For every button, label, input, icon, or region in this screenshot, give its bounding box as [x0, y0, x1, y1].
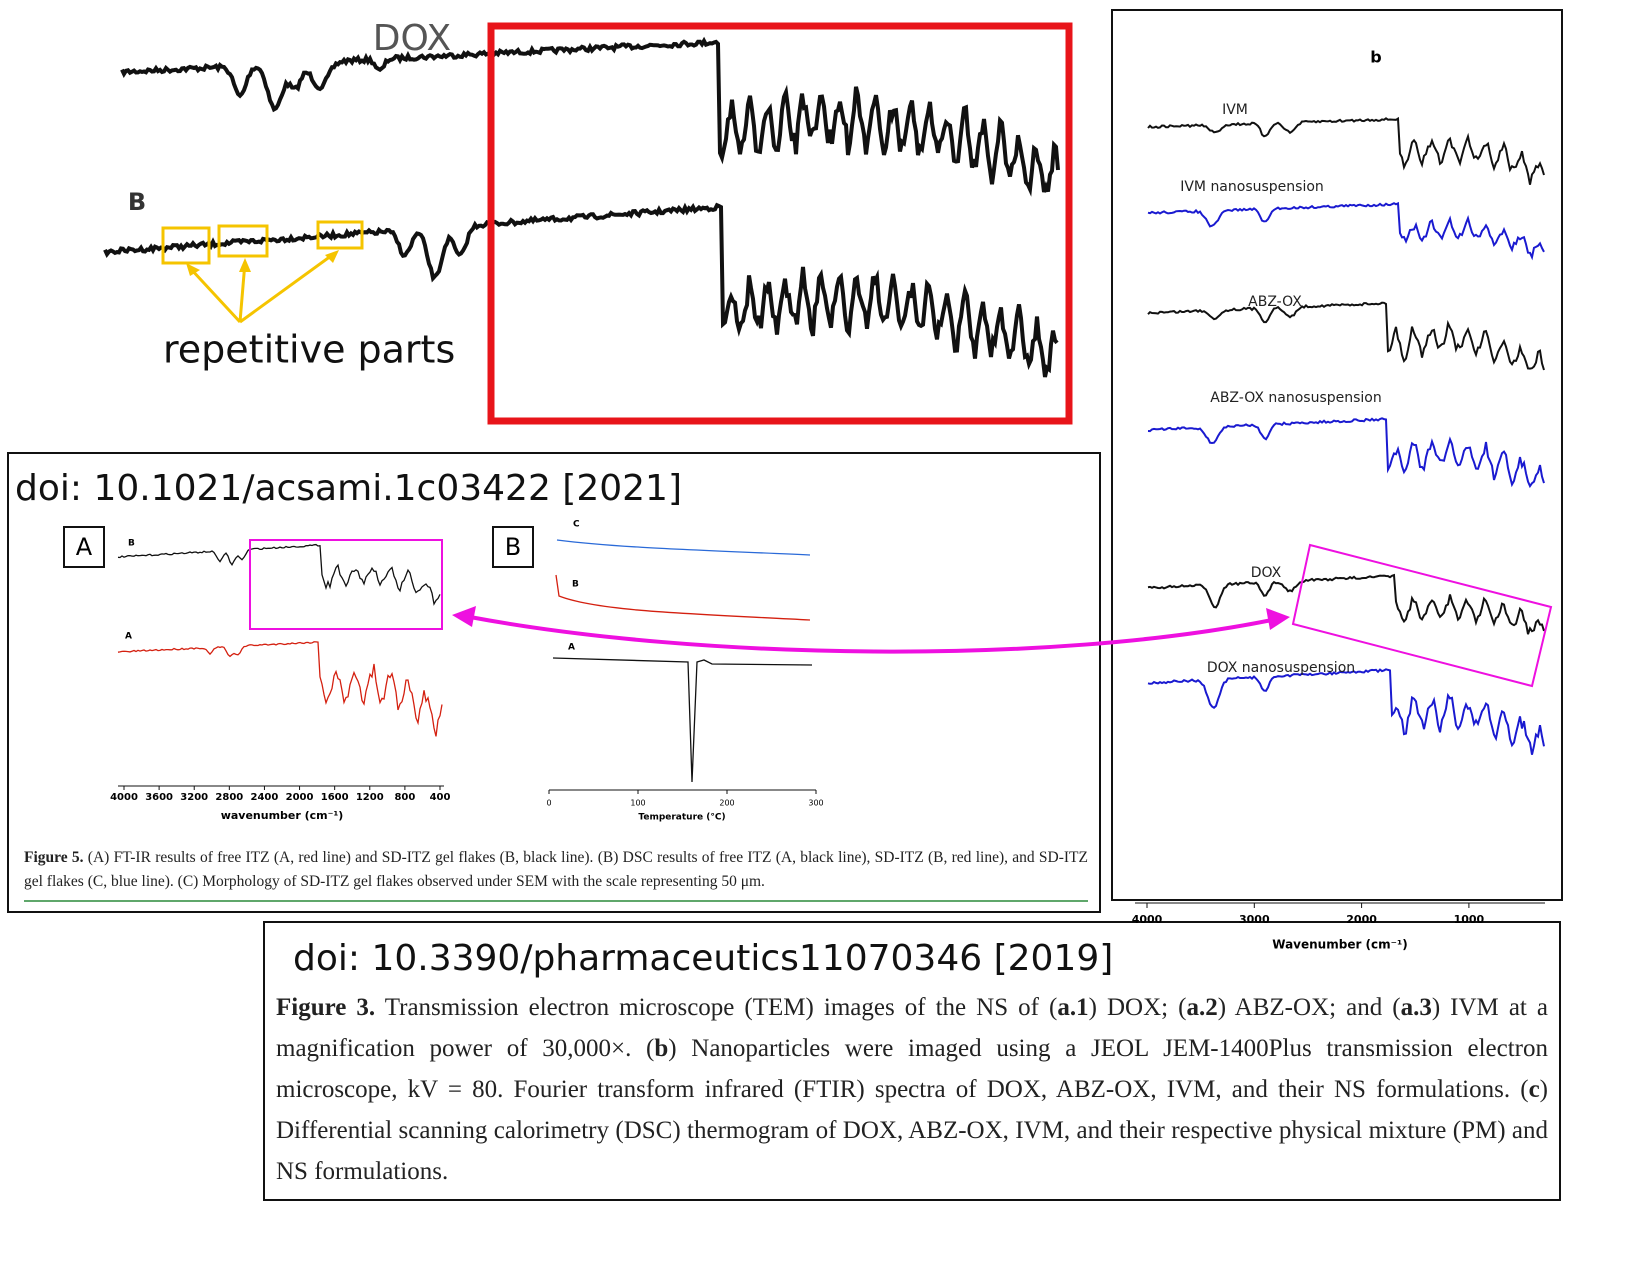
caption-run: ) Nanoparticles were imaged using a JEOL… — [276, 1035, 1548, 1103]
axis-label: wavenumber (cm⁻¹) — [221, 809, 344, 822]
tick-label: 800 — [394, 792, 415, 803]
caption-run: ) Differential scanning calorimetry (DSC… — [276, 1076, 1548, 1185]
spectrum — [117, 543, 441, 606]
spectrum — [103, 202, 1059, 378]
tick-label: 1600 — [321, 792, 349, 803]
highlight-box — [249, 539, 443, 630]
arrow-head — [452, 606, 476, 627]
paper2-caption-box — [263, 921, 1561, 1201]
tick-label: 4000 — [1132, 913, 1163, 926]
panel-label: B — [505, 533, 521, 561]
caption-run: c — [1528, 1076, 1540, 1103]
curve-label: B — [128, 539, 135, 549]
curve-label: A — [568, 643, 575, 653]
caption-run: b — [654, 1035, 669, 1062]
doi: doi: 10.3390/pharmaceutics11070346 [2019… — [293, 938, 1113, 979]
spectrum — [117, 641, 443, 737]
spectrum — [1147, 201, 1545, 261]
yellow-marks — [161, 220, 364, 324]
caption-run: Transmission electron microscope (TEM) i… — [375, 994, 1058, 1021]
dsc-curve — [555, 574, 811, 621]
spectrum-label: IVM — [1222, 102, 1248, 118]
caption-run: Figure 3. — [276, 994, 376, 1021]
highlight-box — [487, 22, 1073, 425]
caption-run: ) IVM at a magnification power of 30,000… — [276, 994, 1548, 1062]
caption-run: (A) FT-IR results of free ITZ (A, red li… — [24, 849, 1088, 890]
spectrum-label: DOX — [1251, 565, 1282, 581]
figure3-caption: Figure 3. Transmission electron microsco… — [276, 987, 1548, 1192]
spectrum — [1147, 573, 1545, 635]
doi: doi: 10.1021/acsami.1c03422 [2021] — [15, 468, 682, 509]
spectrum-label: DOX nanosuspension — [1207, 660, 1355, 676]
panel-box — [492, 526, 534, 568]
tick-label: 1200 — [356, 792, 384, 803]
paper1-box — [7, 452, 1101, 913]
spectrum — [1147, 116, 1545, 185]
paper2-box — [1111, 9, 1563, 901]
tick-label: 300 — [808, 799, 823, 808]
tick-label: 1000 — [1454, 913, 1485, 926]
panel-label: A — [76, 533, 93, 561]
caption-run: a.3 — [1400, 994, 1432, 1021]
axis-label: Temperature (°C) — [638, 813, 725, 823]
tick-label: 3000 — [1239, 913, 1270, 926]
tick-label: 2000 — [1346, 913, 1377, 926]
curve-label: A — [125, 632, 132, 642]
tick-label: 2800 — [215, 792, 243, 803]
curve-label: C — [573, 520, 580, 530]
caption-run: a.2 — [1186, 994, 1218, 1021]
tick-label: 200 — [719, 799, 734, 808]
arrow-head — [1266, 608, 1290, 630]
layout — [103, 36, 1545, 904]
panel-box — [63, 526, 105, 568]
tick-label: 0 — [546, 799, 551, 808]
tick-label: 2400 — [251, 792, 279, 803]
caption-run: a.1 — [1057, 994, 1089, 1021]
tick-label: 100 — [630, 799, 645, 808]
dsc-curve — [552, 657, 813, 783]
spectrum-label: ABZ-OX — [1248, 294, 1302, 310]
spectrum — [120, 36, 1060, 197]
spectrum — [1147, 301, 1545, 371]
tick-label: 2000 — [286, 792, 314, 803]
yellow-heads — [186, 250, 339, 276]
figure5-caption: Figure 5. (A) FT-IR results of free ITZ … — [24, 846, 1088, 894]
curve-label: B — [572, 580, 579, 590]
dsc-curve — [556, 539, 811, 556]
zoom-bottom-label: B — [128, 188, 146, 216]
spectrum-label: IVM nanosuspension — [1180, 179, 1324, 195]
tick-label: 4000 — [110, 792, 138, 803]
tick-label: 400 — [430, 792, 451, 803]
caption-run: Figure 5. — [24, 849, 84, 866]
caption-run: ) DOX; ( — [1088, 994, 1187, 1021]
tick-label: 3600 — [145, 792, 173, 803]
spectrum-label: ABZ-OX nanosuspension — [1210, 390, 1381, 406]
axis-label: Wavenumber (cm⁻¹) — [1272, 938, 1407, 952]
spectrum — [1147, 417, 1545, 489]
zoom-top-label: DOX — [373, 18, 451, 59]
spectrum — [1147, 668, 1545, 755]
highlight-box — [1291, 543, 1553, 688]
tick-label: 3200 — [180, 792, 208, 803]
caption-run: ) ABZ-OX; and ( — [1217, 994, 1401, 1021]
panel-label: b — [1370, 48, 1381, 67]
link-arrow — [469, 615, 1273, 654]
note: repetitive parts — [163, 328, 455, 372]
